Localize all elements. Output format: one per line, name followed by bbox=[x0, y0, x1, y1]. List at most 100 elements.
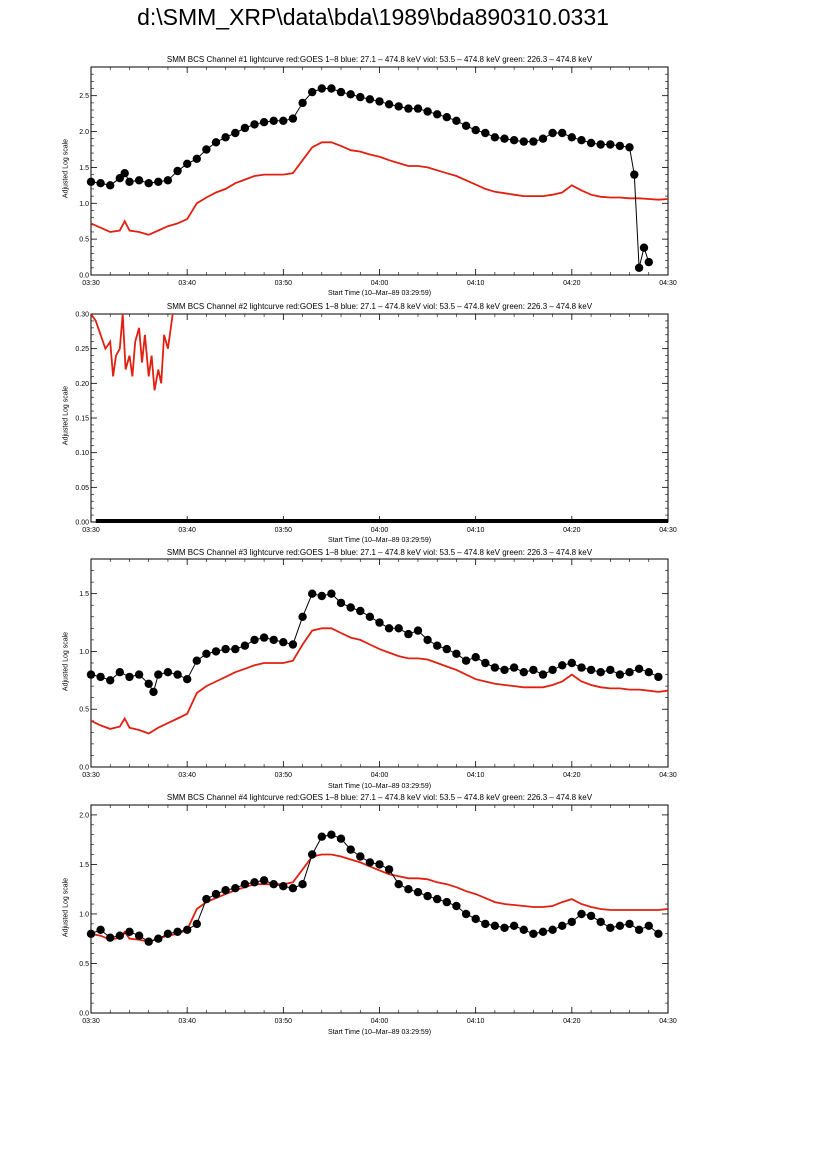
page-title: d:\SMM_XRP\data\bda\1989\bda890310.0331 bbox=[137, 4, 609, 30]
chart-2-xtick-label: 03:50 bbox=[275, 527, 293, 534]
chart-1-point bbox=[509, 136, 519, 145]
chart-4-point bbox=[548, 925, 557, 934]
chart-2-ytick-label: 0.05 bbox=[75, 485, 89, 492]
chart-3-point bbox=[202, 649, 211, 658]
chart-2-ytick-label: 0.00 bbox=[75, 520, 89, 527]
chart-3-xlabel: Start Time (10–Mar–89 03:29:59) bbox=[327, 783, 432, 790]
chart-4-frame bbox=[90, 804, 669, 1014]
chart-3-point bbox=[86, 670, 96, 679]
chart-4-point bbox=[490, 921, 500, 930]
chart-1-ytick-label: 0.5 bbox=[79, 237, 89, 244]
chart-3-point bbox=[259, 633, 269, 642]
chart-1-point bbox=[173, 166, 182, 176]
chart-2-ytick-label: 0.30 bbox=[75, 312, 89, 319]
chart-4-point bbox=[250, 878, 259, 887]
chart-2-xtick-label: 03:30 bbox=[82, 527, 100, 534]
chart-4-point bbox=[298, 880, 307, 889]
chart-1-point bbox=[327, 84, 336, 93]
chart-1-point bbox=[577, 136, 586, 145]
chart-4-point bbox=[394, 880, 403, 889]
chart-3-ytick-label: 0.5 bbox=[79, 707, 89, 714]
chart-4-xtick-label: 04:20 bbox=[563, 1018, 581, 1025]
chart-1-ytick-label: 1.5 bbox=[79, 165, 89, 172]
chart-4-point bbox=[125, 927, 134, 936]
chart-4-xtick-label: 03:50 bbox=[275, 1018, 293, 1025]
chart-1-point bbox=[106, 181, 115, 190]
chart-1-point bbox=[356, 92, 365, 102]
chart-1-point bbox=[394, 102, 403, 111]
chart-4-ytick-label: 2.0 bbox=[79, 812, 89, 819]
chart-4-ytick-label: 0.0 bbox=[79, 1011, 89, 1018]
chart-4-point bbox=[423, 891, 432, 901]
chart-4-point bbox=[86, 929, 96, 938]
chart-3-point bbox=[644, 668, 653, 677]
chart-3-ytick-label: 1.0 bbox=[79, 649, 89, 656]
chart-1-point bbox=[336, 87, 346, 97]
chart-1-point bbox=[125, 177, 134, 186]
chart-3-point bbox=[144, 679, 153, 688]
chart-1-ytick-label: 2.5 bbox=[79, 93, 89, 100]
chart-4-xtick-label: 04:00 bbox=[371, 1018, 389, 1025]
chart-1-point bbox=[586, 138, 596, 148]
chart-3-frame bbox=[90, 558, 669, 768]
chart-4-point bbox=[509, 921, 519, 930]
chart-4-ytick-label: 0.5 bbox=[79, 961, 89, 968]
chart-1-xlabel: Start Time (10–Mar–89 03:29:59) bbox=[327, 290, 432, 297]
chart-1-point bbox=[259, 118, 269, 127]
chart-3-point bbox=[500, 665, 509, 675]
chart-4-point bbox=[269, 880, 278, 889]
chart-3-point bbox=[183, 675, 192, 684]
chart-1-xtick-label: 03:40 bbox=[178, 280, 196, 287]
chart-3-point bbox=[163, 668, 173, 677]
chart-4-title: SMM BCS Channel #4 lightcurve red:GOES 1… bbox=[166, 793, 593, 802]
chart-4-point bbox=[288, 884, 298, 893]
chart-3-xtick-label: 03:40 bbox=[178, 772, 196, 779]
chart-3-ytick-label: 0.0 bbox=[79, 765, 89, 772]
chart-4-point bbox=[134, 931, 144, 940]
chart-3-point bbox=[269, 635, 278, 645]
chart-3-xtick-label: 03:30 bbox=[82, 772, 100, 779]
chart-1-point bbox=[433, 110, 442, 119]
chart-1-point bbox=[481, 128, 490, 138]
chart-1-point bbox=[375, 97, 384, 106]
chart-1-point bbox=[639, 243, 649, 252]
chart-1-point bbox=[211, 138, 221, 147]
chart-4-point bbox=[529, 929, 538, 938]
chart-4-point bbox=[115, 931, 125, 940]
chart-3-point bbox=[317, 591, 326, 601]
chart-4-point bbox=[356, 852, 365, 861]
chart-4-point bbox=[365, 858, 375, 867]
chart-1-point bbox=[288, 114, 298, 123]
chart-3-title: SMM BCS Channel #3 lightcurve red:GOES 1… bbox=[166, 548, 593, 557]
chart-1-point bbox=[423, 107, 432, 116]
chart-3-xtick-label: 03:50 bbox=[275, 772, 293, 779]
chart-1-point bbox=[183, 159, 192, 168]
chart-3-point bbox=[509, 663, 519, 672]
chart-2-title: SMM BCS Channel #2 lightcurve red:GOES 1… bbox=[166, 302, 593, 311]
chart-4-point bbox=[259, 876, 269, 885]
chart-1-ytick-label: 0.0 bbox=[79, 273, 89, 280]
chart-4-point bbox=[173, 927, 182, 936]
chart-4-point bbox=[634, 925, 644, 934]
chart-4-point bbox=[404, 885, 413, 894]
chart-1-point bbox=[500, 134, 509, 143]
chart-3-point bbox=[125, 672, 134, 682]
chart-3-point bbox=[192, 656, 201, 665]
chart-3-point bbox=[394, 624, 403, 633]
chart-3-point bbox=[221, 644, 230, 654]
chart-3-series-0-line bbox=[91, 627, 668, 735]
chart-3-point bbox=[336, 598, 346, 608]
chart-3-point bbox=[231, 644, 240, 654]
chart-3-point bbox=[240, 641, 250, 650]
chart-3-point bbox=[634, 664, 644, 673]
chart-1-point bbox=[567, 133, 576, 142]
chart-1-point bbox=[346, 90, 355, 99]
chart-3-point bbox=[654, 672, 663, 682]
chart-3-point bbox=[115, 668, 125, 677]
chart-4-point bbox=[211, 889, 221, 899]
chart-4-point bbox=[192, 919, 201, 929]
chart-2-xtick-label: 03:40 bbox=[178, 527, 196, 534]
chart-1-point bbox=[120, 169, 129, 178]
chart-1-point bbox=[384, 100, 394, 109]
